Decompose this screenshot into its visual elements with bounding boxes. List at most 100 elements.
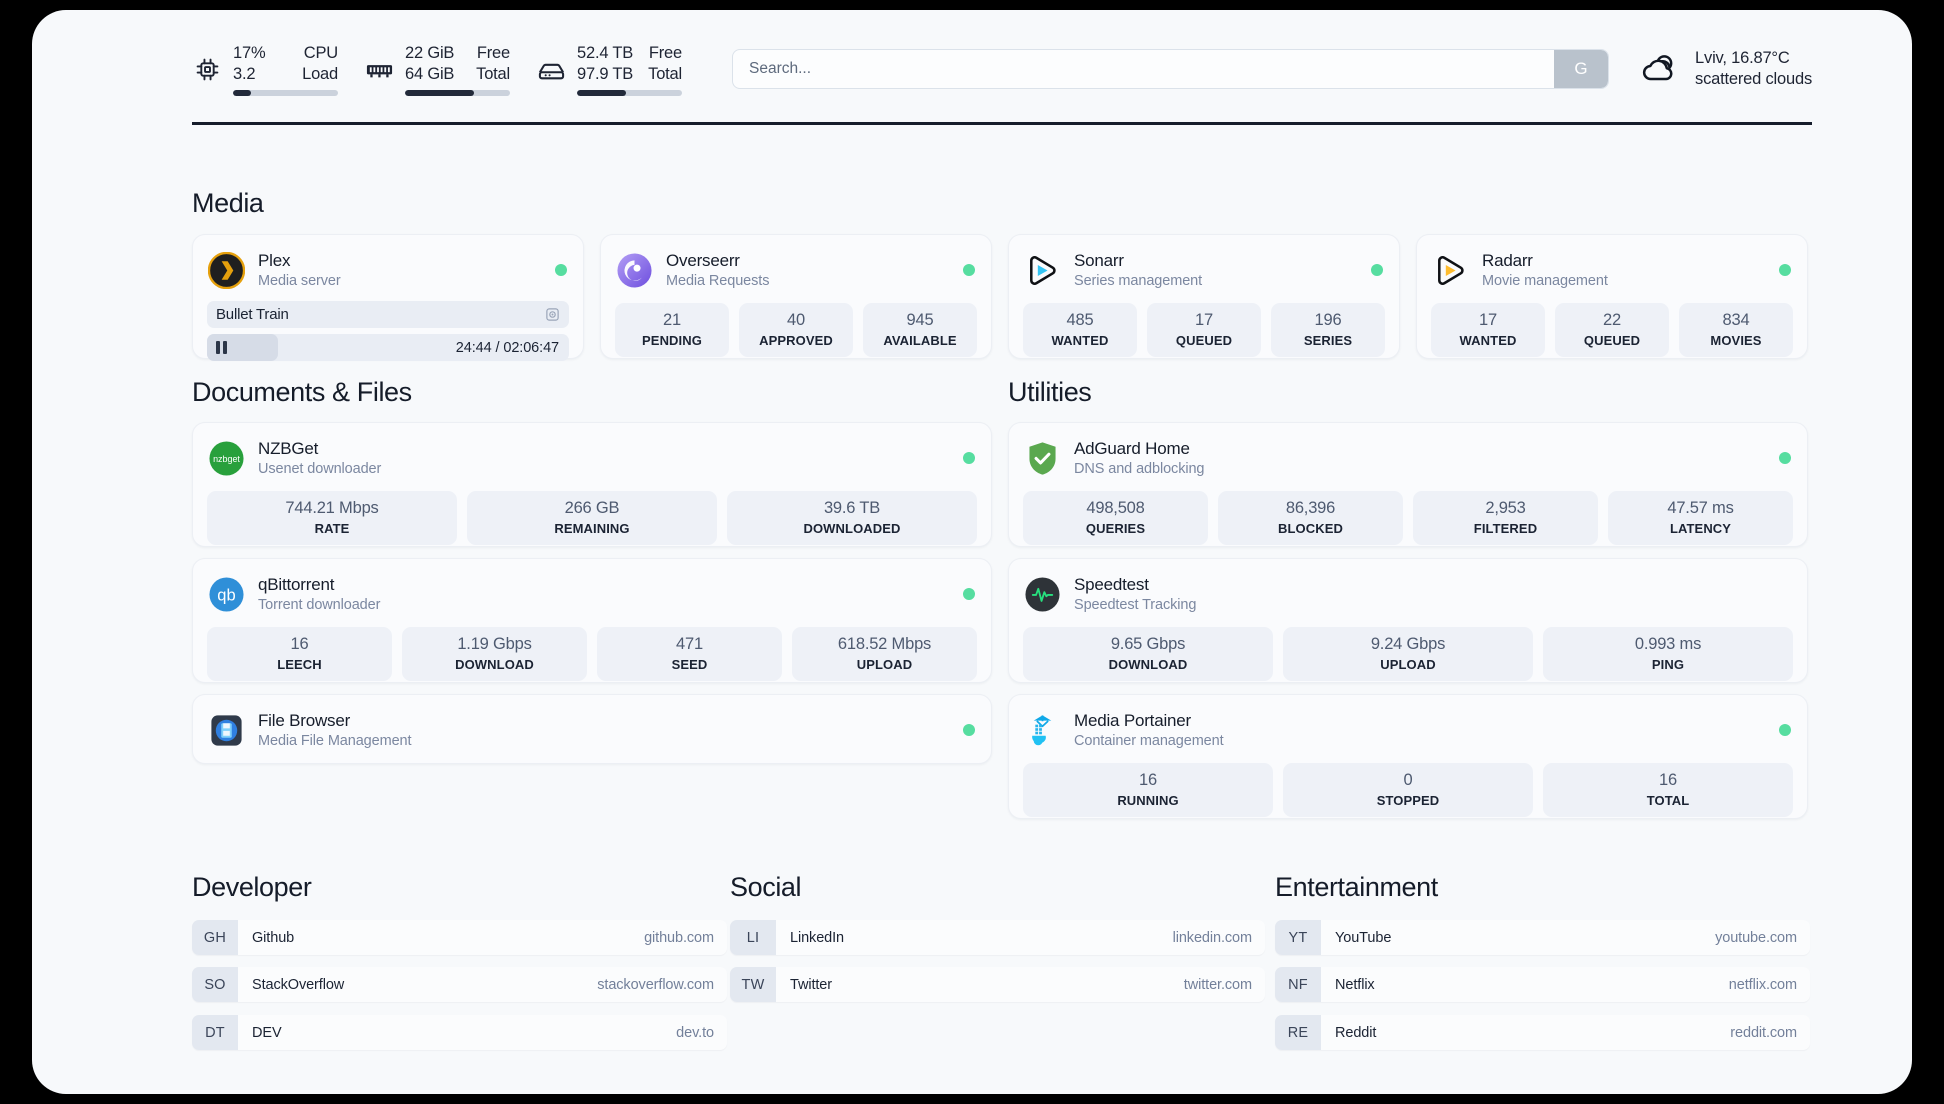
tile-upload-value: 9.24 Gbps: [1370, 635, 1446, 653]
tile-rate-label: RATE: [314, 521, 350, 536]
tile-approved[interactable]: 40 APPROVED: [739, 303, 853, 357]
tile-download[interactable]: 1.19 Gbps DOWNLOAD: [402, 627, 587, 681]
disk-usage-bar: [577, 89, 682, 96]
tile-download-value: 9.65 Gbps: [1110, 635, 1186, 653]
tile-download[interactable]: 9.65 Gbps DOWNLOAD: [1023, 627, 1273, 681]
card-adguard[interactable]: AdGuard Home DNS and adblocking 498,508 …: [1008, 422, 1808, 547]
tile-queued-value: 22: [1603, 311, 1621, 329]
card-filebrowser[interactable]: File Browser Media File Management: [192, 694, 992, 764]
tile-movies[interactable]: 834 MOVIES: [1679, 303, 1793, 357]
plex-now-playing-title-row[interactable]: Bullet Train: [207, 301, 569, 328]
tile-upload[interactable]: 618.52 Mbps UPLOAD: [792, 627, 977, 681]
card-plex[interactable]: Plex Media server Bullet Train 24:44 / 0…: [192, 234, 584, 361]
tile-upload[interactable]: 9.24 Gbps UPLOAD: [1283, 627, 1533, 681]
tile-running-value: 16: [1139, 771, 1157, 789]
tile-ping[interactable]: 0.993 ms PING: [1543, 627, 1793, 681]
bookmark-netflix-name: Netflix: [1335, 976, 1375, 993]
card-radarr-subtitle: Movie management: [1482, 272, 1608, 289]
bookmark-linkedin-name: LinkedIn: [790, 929, 845, 946]
tile-wanted[interactable]: 485 WANTED: [1023, 303, 1137, 357]
card-nzbget-head: nzbget NZBGet Usenet downloader: [207, 436, 977, 480]
svg-text:qb: qb: [217, 585, 235, 604]
tile-queued[interactable]: 17 QUEUED: [1147, 303, 1261, 357]
disk-stat-row-1: 52.4 TB Free: [577, 43, 682, 63]
qbittorrent-icon: qb: [207, 575, 245, 613]
card-qbittorrent-head: qb qBittorrent Torrent downloader: [207, 572, 977, 616]
tile-queries[interactable]: 498,508 QUERIES: [1023, 491, 1208, 545]
card-adguard-subtitle: DNS and adblocking: [1074, 460, 1205, 477]
bookmark-linkedin-url: linkedin.com: [1172, 929, 1253, 946]
tile-series[interactable]: 196 SERIES: [1271, 303, 1385, 357]
tile-blocked-label: BLOCKED: [1278, 521, 1343, 536]
cast-icon[interactable]: [545, 307, 560, 322]
card-nzbget[interactable]: nzbget NZBGet Usenet downloader 744.21 M…: [192, 422, 992, 547]
card-speedtest[interactable]: Speedtest Speedtest Tracking 9.65 Gbps D…: [1008, 558, 1808, 683]
search-engine-button[interactable]: G: [1554, 50, 1609, 88]
tile-stopped[interactable]: 0 STOPPED: [1283, 763, 1533, 817]
tile-downloaded[interactable]: 39.6 TB DOWNLOADED: [727, 491, 977, 545]
tile-remaining-label: REMAINING: [554, 521, 630, 536]
bookmark-netflix[interactable]: NF Netflix netflix.com: [1275, 967, 1810, 1002]
tile-running[interactable]: 16 RUNNING: [1023, 763, 1273, 817]
card-portainer-titles: Media Portainer Container management: [1074, 710, 1224, 751]
disk-free-value: 52.4 TB: [577, 43, 634, 62]
memory-usage-bar: [405, 89, 510, 96]
card-portainer[interactable]: Media Portainer Container management 16 …: [1008, 694, 1808, 819]
tile-queued[interactable]: 22 QUEUED: [1555, 303, 1669, 357]
tile-remaining[interactable]: 266 GB REMAINING: [467, 491, 717, 545]
bookmark-reddit-url: reddit.com: [1730, 1024, 1797, 1041]
cpu-usage-label: CPU: [303, 43, 338, 62]
card-sonarr[interactable]: Sonarr Series management 485 WANTED 17 Q…: [1008, 234, 1400, 359]
adguard-shield-icon: [1023, 439, 1061, 477]
tile-seed[interactable]: 471 SEED: [597, 627, 782, 681]
search-input[interactable]: [733, 50, 1555, 88]
tile-pending-value: 21: [663, 311, 681, 329]
tile-blocked-value: 86,396: [1285, 499, 1336, 517]
card-portainer-name: Media Portainer: [1074, 710, 1192, 730]
tile-total[interactable]: 16 TOTAL: [1543, 763, 1793, 817]
tile-approved-label: APPROVED: [759, 333, 833, 348]
tile-latency[interactable]: 47.57 ms LATENCY: [1608, 491, 1793, 545]
search-bar[interactable]: G: [732, 49, 1610, 89]
tile-rate[interactable]: 744.21 Mbps RATE: [207, 491, 457, 545]
card-qbittorrent[interactable]: qb qBittorrent Torrent downloader 16 LEE…: [192, 558, 992, 683]
card-speedtest-tiles: 9.65 Gbps DOWNLOAD 9.24 Gbps UPLOAD 0.99…: [1023, 627, 1793, 681]
tile-download-label: DOWNLOAD: [1108, 657, 1188, 672]
bookmark-linkedin[interactable]: LI LinkedIn linkedin.com: [730, 920, 1265, 955]
tile-queued-label: QUEUED: [1175, 333, 1233, 348]
tile-pending[interactable]: 21 PENDING: [615, 303, 729, 357]
tile-available[interactable]: 945 AVAILABLE: [863, 303, 977, 357]
tile-download-value: 1.19 Gbps: [457, 635, 532, 653]
card-overseerr[interactable]: Overseerr Media Requests 21 PENDING 40 A…: [600, 234, 992, 359]
tile-upload-label: UPLOAD: [856, 657, 913, 672]
cpu-load-label: Load: [302, 64, 338, 83]
tile-leech[interactable]: 16 LEECH: [207, 627, 392, 681]
bookmark-dev[interactable]: DT DEV dev.to: [192, 1015, 727, 1050]
bookmark-github[interactable]: GH Github github.com: [192, 920, 727, 955]
plex-playback-time: 24:44 / 02:06:47: [455, 339, 559, 356]
card-qbittorrent-tiles: 16 LEECH 1.19 Gbps DOWNLOAD 471 SEED 618…: [207, 627, 977, 681]
bookmark-stackoverflow[interactable]: SO StackOverflow stackoverflow.com: [192, 967, 727, 1002]
bookmark-reddit[interactable]: RE Reddit reddit.com: [1275, 1015, 1810, 1050]
card-sonarr-head: Sonarr Series management: [1023, 248, 1385, 292]
tile-wanted[interactable]: 17 WANTED: [1431, 303, 1545, 357]
tile-filtered[interactable]: 2,953 FILTERED: [1413, 491, 1598, 545]
radarr-icon: [1431, 251, 1469, 289]
dashboard-page: 17% CPU 3.2 Load: [32, 10, 1912, 1094]
card-overseerr-tiles: 21 PENDING 40 APPROVED 945 AVAILABLE: [615, 303, 977, 357]
memory-total-label: Total: [476, 64, 510, 83]
card-radarr[interactable]: Radarr Movie management 17 WANTED 22 QUE…: [1416, 234, 1808, 359]
bookmark-netflix-badge: NF: [1275, 967, 1321, 1002]
card-nzbget-subtitle: Usenet downloader: [258, 460, 382, 477]
card-speedtest-titles: Speedtest Speedtest Tracking: [1074, 574, 1196, 615]
card-radarr-name: Radarr: [1482, 250, 1533, 270]
tile-blocked[interactable]: 86,396 BLOCKED: [1218, 491, 1403, 545]
cpu-load-value: 3.2: [233, 64, 256, 83]
plex-progress-row[interactable]: 24:44 / 02:06:47: [207, 334, 569, 361]
plex-icon: [207, 251, 245, 289]
tile-leech-value: 16: [290, 635, 309, 653]
pause-icon[interactable]: [216, 341, 227, 354]
bookmark-twitter[interactable]: TW Twitter twitter.com: [730, 967, 1265, 1002]
disk-free-label: Free: [648, 43, 682, 62]
bookmark-youtube[interactable]: YT YouTube youtube.com: [1275, 920, 1810, 955]
